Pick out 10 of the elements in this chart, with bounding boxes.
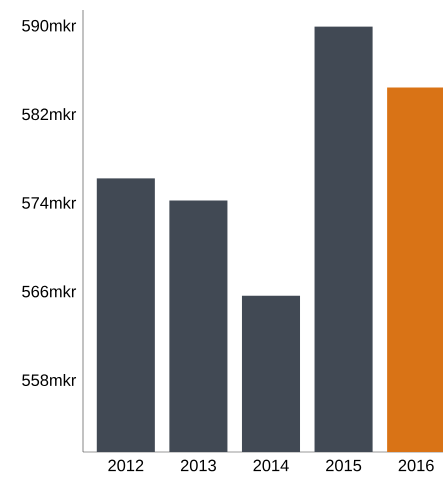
x-tick-label: 2015 bbox=[326, 460, 362, 472]
y-tick-label: 574mkr bbox=[22, 196, 76, 209]
x-tick-label: 2016 bbox=[398, 460, 434, 472]
y-tick-label: 558mkr bbox=[22, 374, 76, 386]
x-tick-label: 2013 bbox=[180, 460, 216, 472]
y-tick-label: 590mkr bbox=[22, 19, 76, 32]
y-tick-label: 582mkr bbox=[22, 108, 76, 120]
x-tick-label: 2012 bbox=[108, 460, 144, 472]
y-tick-label: 566mkr bbox=[22, 285, 76, 298]
x-tick-label: 2014 bbox=[254, 460, 289, 472]
